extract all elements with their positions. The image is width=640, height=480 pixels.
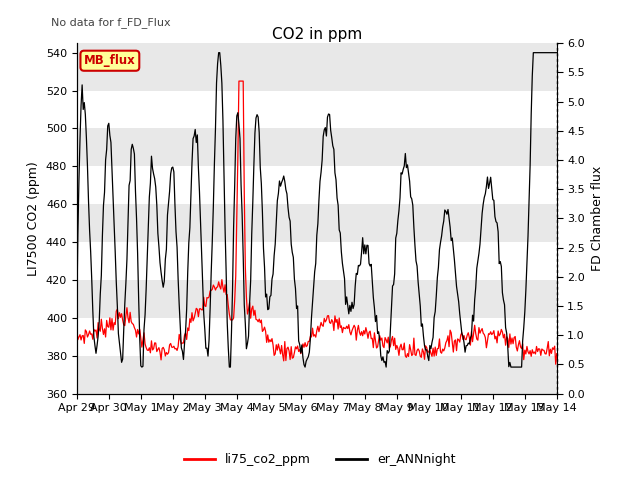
Bar [77, 91, 557, 129]
Bar [77, 166, 557, 204]
Bar [77, 318, 557, 356]
Text: MB_flux: MB_flux [84, 54, 136, 67]
Y-axis label: LI7500 CO2 (ppm): LI7500 CO2 (ppm) [28, 161, 40, 276]
Legend: li75_co2_ppm, er_ANNnight: li75_co2_ppm, er_ANNnight [179, 448, 461, 471]
Y-axis label: FD Chamber flux: FD Chamber flux [591, 166, 604, 271]
Text: No data for f_FD_Flux: No data for f_FD_Flux [51, 17, 171, 28]
Title: CO2 in ppm: CO2 in ppm [271, 27, 362, 42]
Bar [77, 242, 557, 280]
